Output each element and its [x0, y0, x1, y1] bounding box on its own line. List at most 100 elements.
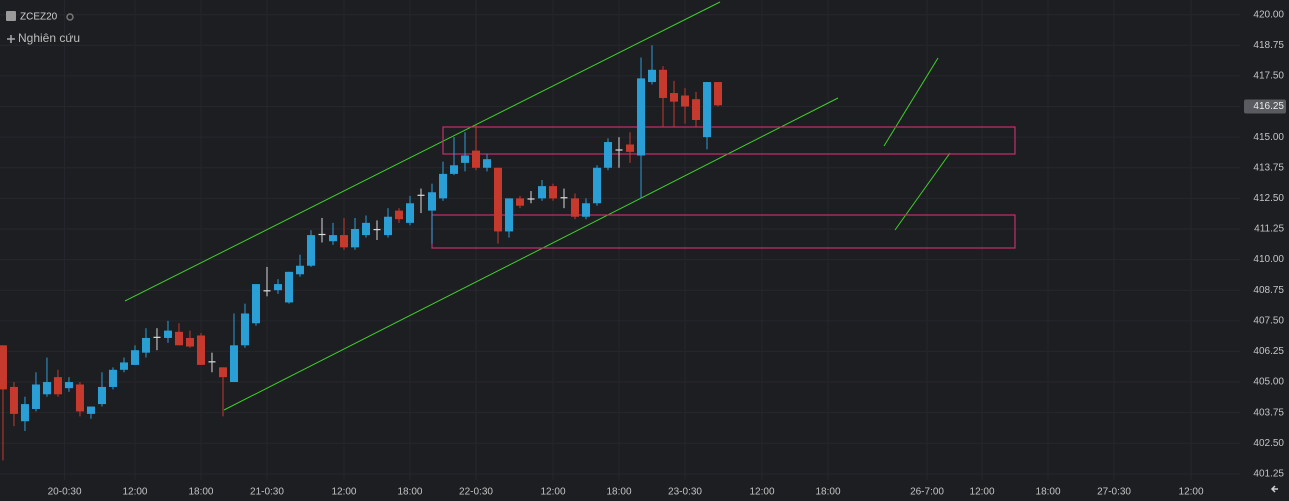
zone-rect [442, 126, 1016, 155]
x-tick-label: 12:00 [122, 487, 147, 498]
candle-body [218, 367, 227, 378]
x-tick-label: 18:00 [816, 487, 841, 498]
y-tick-label: 407.50 [1253, 315, 1284, 326]
candle-body [427, 192, 436, 211]
x-tick-label: 12:00 [970, 487, 995, 498]
y-tick-label: 401.25 [1253, 469, 1284, 480]
candle-body [97, 386, 106, 405]
trend-line [124, 1, 721, 302]
candle-body [361, 222, 370, 236]
candle-body [196, 335, 205, 365]
trend-line [883, 57, 939, 147]
x-tick-label: 22-0:30 [459, 487, 493, 498]
candle-body [318, 233, 326, 236]
y-tick-label: 412.50 [1253, 193, 1284, 204]
candle-body [472, 150, 481, 168]
candle-body [438, 173, 447, 199]
grid [0, 0, 1240, 480]
candle-body [417, 194, 425, 196]
symbol-icon [6, 11, 16, 21]
candle-body [516, 198, 525, 206]
candle-body [208, 361, 216, 363]
candle-body [251, 284, 260, 324]
y-tick-label: 405.00 [1253, 377, 1284, 388]
candle-body [240, 313, 249, 346]
x-tick-label: 18:00 [1036, 487, 1061, 498]
candle-body [42, 382, 51, 395]
candle-body [383, 216, 392, 236]
candle-body [20, 404, 29, 422]
candle-body [582, 203, 591, 217]
scroll-back-button[interactable] [1270, 485, 1278, 493]
add-study-button[interactable]: Nghiên cứu [7, 31, 80, 45]
x-tick-label: 23-0:30 [668, 487, 702, 498]
x-tick-label: 12:00 [750, 487, 775, 498]
candle-body [461, 155, 469, 163]
candle-body [119, 362, 128, 370]
trend-line [223, 97, 839, 411]
add-study-label: Nghiên cứu [18, 31, 80, 45]
candle-body [659, 69, 668, 98]
symbol-title: ZCEZ20 [20, 12, 58, 23]
y-tick-label: 410.00 [1253, 254, 1284, 265]
candle-body [306, 235, 315, 266]
candle-body [560, 197, 568, 199]
candle-body [637, 78, 646, 156]
x-tick-label: 26-7:00 [910, 487, 944, 498]
candle-body [549, 186, 558, 199]
y-tick-label: 402.50 [1253, 438, 1284, 449]
candle-body [670, 93, 679, 102]
y-tick-label: 415.00 [1253, 132, 1284, 143]
candle-body [163, 330, 172, 338]
candle-body [405, 203, 414, 223]
x-tick-label: 18:00 [606, 487, 631, 498]
x-tick-label: 12:00 [331, 487, 356, 498]
candle-body [64, 382, 73, 389]
y-tick-label: 420.00 [1253, 9, 1284, 20]
candle-body [273, 284, 282, 291]
y-tick-label: 403.75 [1253, 407, 1284, 418]
candle-body [108, 369, 117, 387]
candle-body [703, 82, 712, 138]
candle-body [681, 95, 690, 107]
candle-body [141, 337, 150, 353]
x-tick-label: 12:00 [540, 487, 565, 498]
candle-body [86, 406, 95, 414]
candle-body [339, 235, 348, 248]
candle-body [373, 228, 381, 231]
candle-body [185, 337, 194, 347]
candle-body [0, 345, 7, 390]
candle-body [31, 384, 40, 409]
x-tick-label: 27-0:30 [1097, 487, 1131, 498]
last-price-box [1244, 99, 1286, 114]
candle-body [714, 82, 723, 106]
candles [0, 45, 723, 461]
x-tick-label: 12:00 [1179, 487, 1204, 498]
candle-body [593, 167, 602, 204]
candle-body [153, 336, 161, 338]
settings-icon[interactable] [66, 13, 74, 21]
y-tick-label: 408.75 [1253, 285, 1284, 296]
candle-body [538, 186, 547, 199]
candle-body [449, 165, 458, 174]
candle-body [53, 377, 62, 395]
candle-body [174, 331, 183, 346]
x-tick-label: 18:00 [188, 487, 213, 498]
drawings [124, 1, 1016, 411]
candle-body [75, 384, 84, 412]
x-tick-label: 20-0:30 [48, 487, 82, 498]
last-price-label: 416.25 [1253, 101, 1284, 112]
candle-body [571, 198, 580, 217]
candle-body [9, 386, 18, 414]
x-tick-label: 18:00 [397, 487, 422, 498]
candle-body [494, 167, 503, 232]
candle-body [229, 345, 238, 383]
candle-body [615, 149, 623, 151]
candle-body [350, 228, 359, 248]
candle-body [483, 159, 492, 168]
candle-body [328, 235, 337, 242]
y-tick-label: 418.75 [1253, 40, 1284, 51]
candle-body [130, 350, 139, 365]
